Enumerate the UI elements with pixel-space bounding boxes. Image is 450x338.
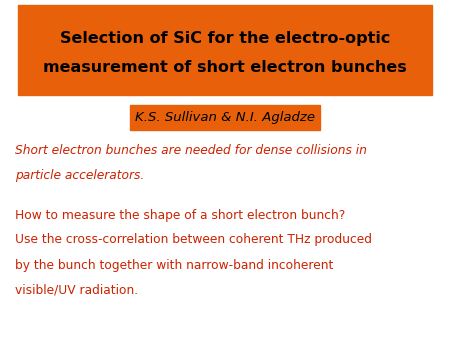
Text: K.S. Sullivan & N.I. Agladze: K.S. Sullivan & N.I. Agladze bbox=[135, 111, 315, 124]
FancyBboxPatch shape bbox=[18, 5, 432, 95]
Text: Selection of SiC for the electro-optic: Selection of SiC for the electro-optic bbox=[60, 30, 390, 46]
Text: Use the cross-correlation between coherent THz produced: Use the cross-correlation between cohere… bbox=[15, 234, 372, 246]
Text: visible/UV radiation.: visible/UV radiation. bbox=[15, 284, 138, 296]
FancyBboxPatch shape bbox=[130, 105, 320, 130]
Text: Short electron bunches are needed for dense collisions in: Short electron bunches are needed for de… bbox=[15, 144, 367, 156]
Text: measurement of short electron bunches: measurement of short electron bunches bbox=[43, 61, 407, 75]
Text: particle accelerators.: particle accelerators. bbox=[15, 169, 144, 182]
Text: How to measure the shape of a short electron bunch?: How to measure the shape of a short elec… bbox=[15, 209, 345, 221]
Text: by the bunch together with narrow-band incoherent: by the bunch together with narrow-band i… bbox=[15, 259, 333, 271]
